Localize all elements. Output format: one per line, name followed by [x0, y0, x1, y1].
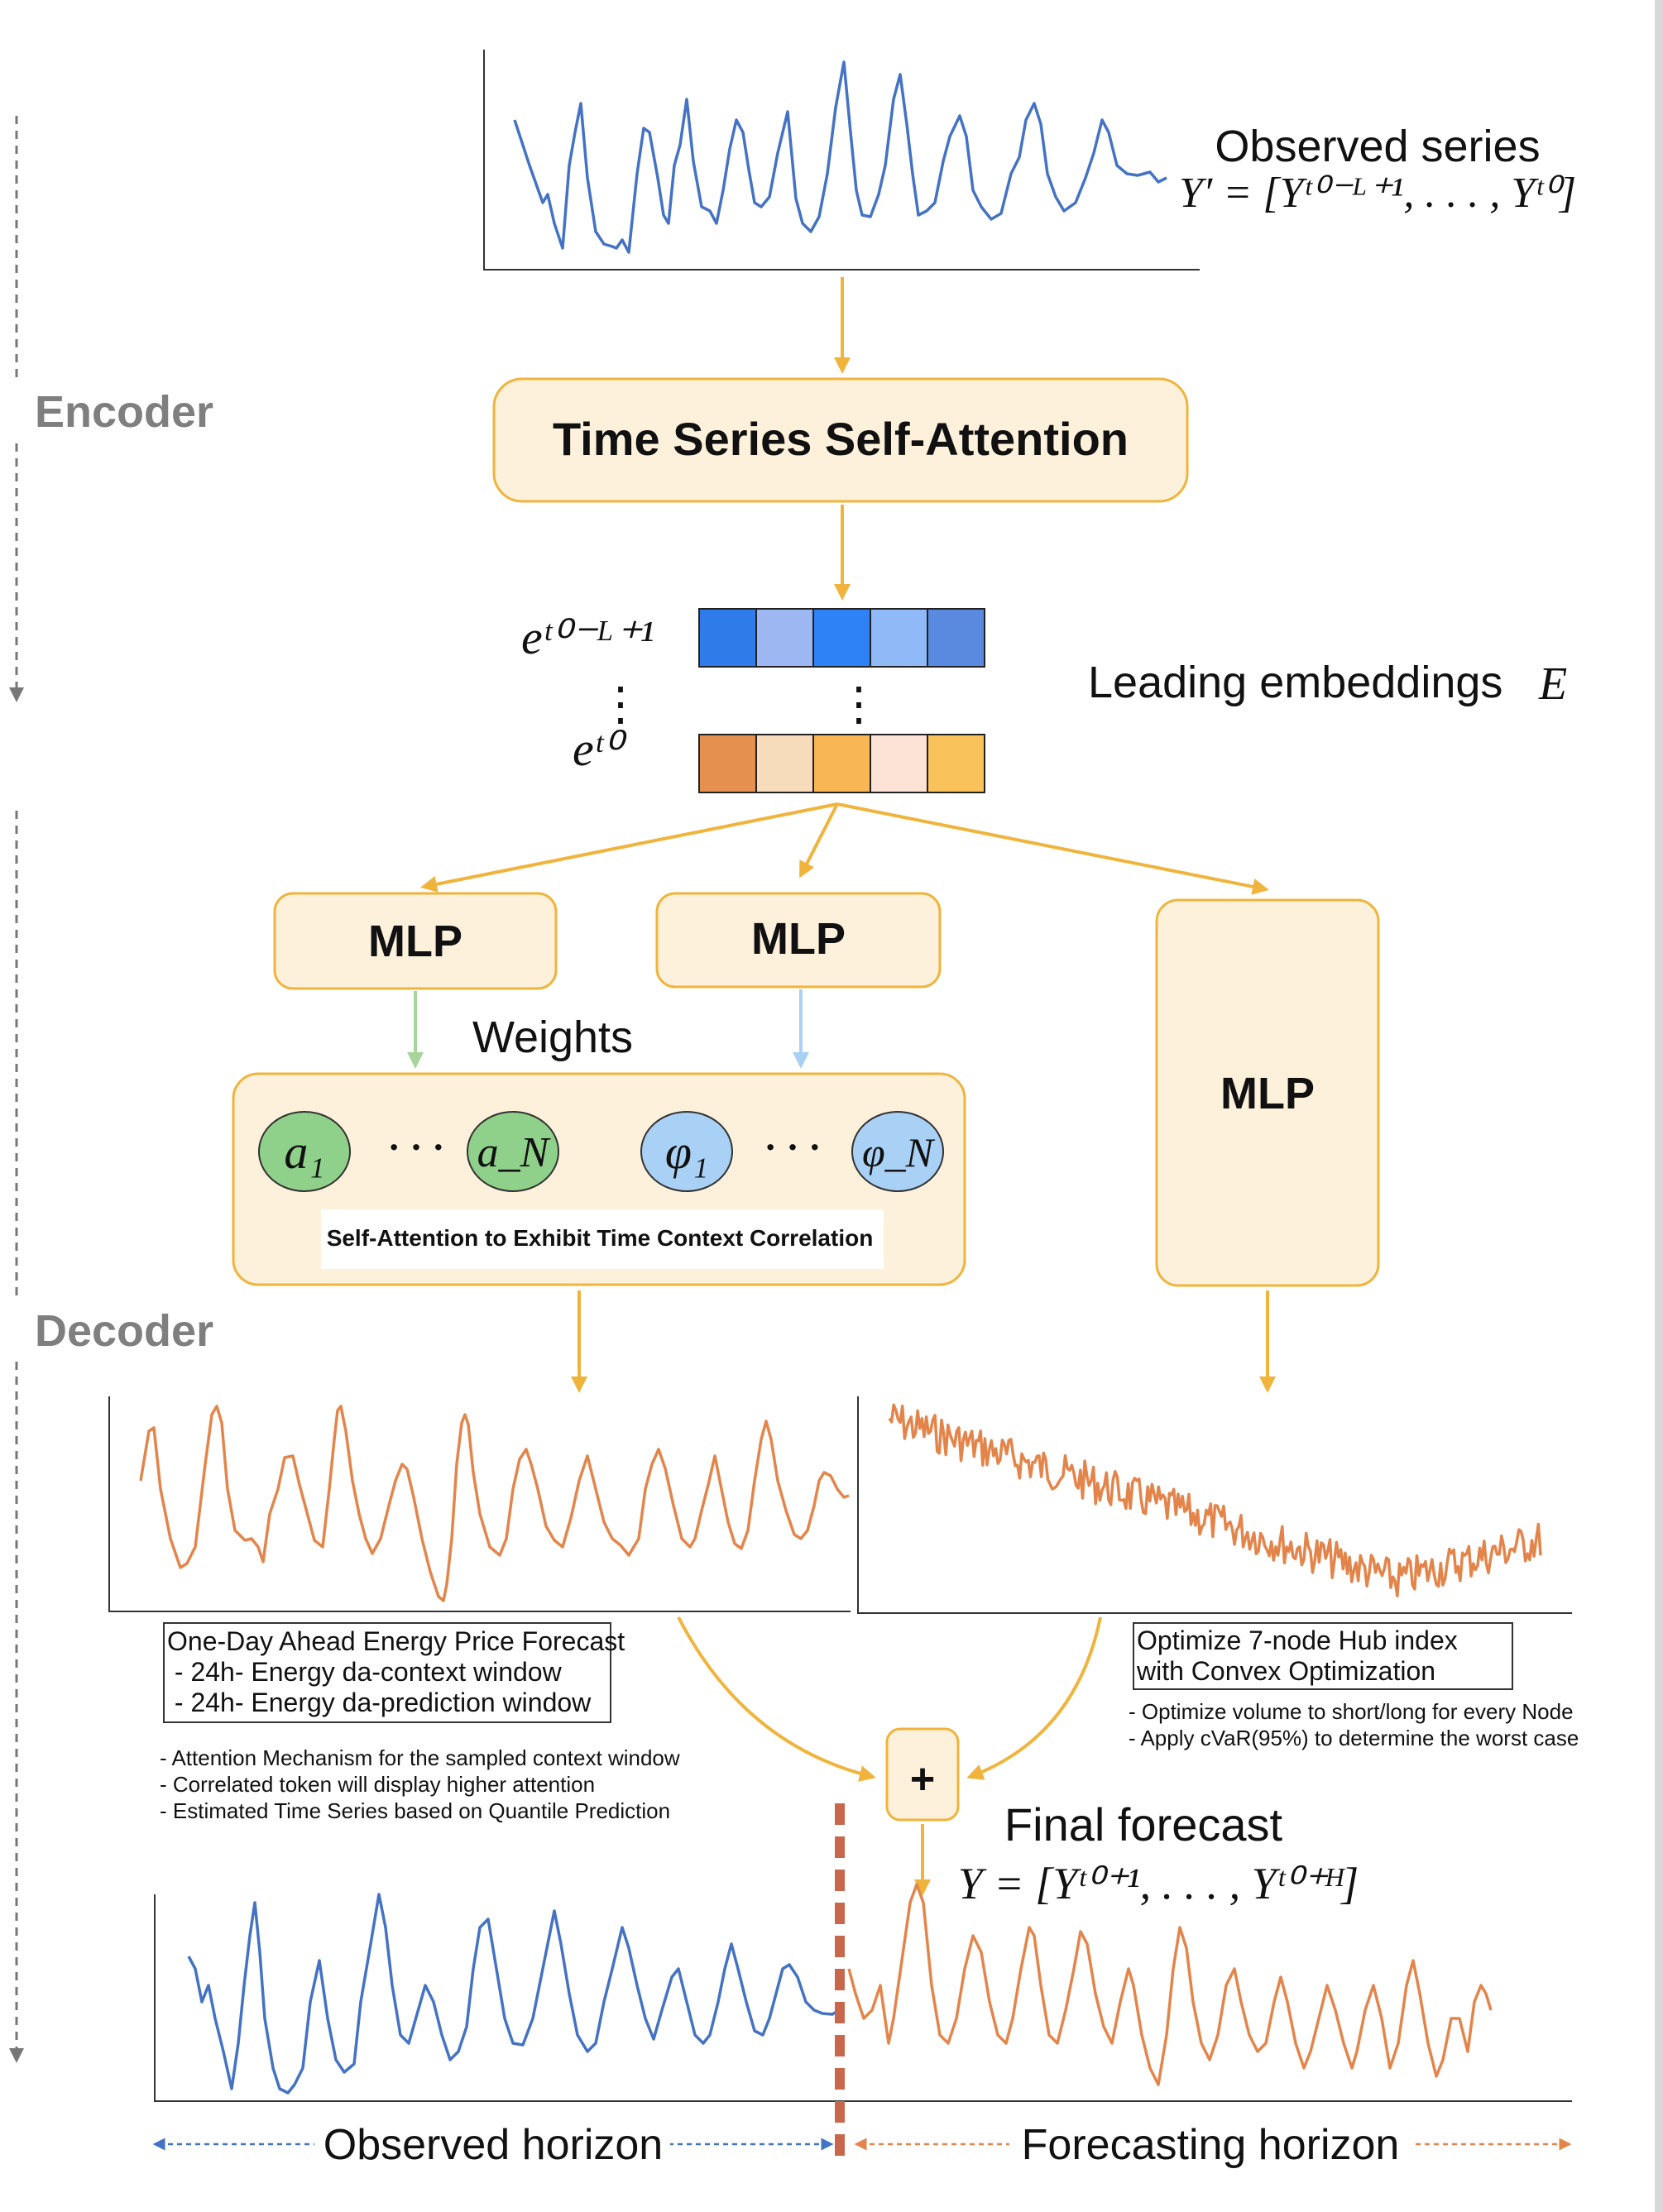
weight-phiN-node — [851, 1111, 944, 1192]
final-forecast-series — [847, 1883, 1493, 2086]
right-note: Optimize 7-node Hub index with Convex Op… — [1129, 1622, 1579, 1750]
embedding-bottom-cell-3 — [812, 734, 871, 793]
right-note-line-1: Optimize 7-node Hub index — [1137, 1625, 1458, 1655]
left-note-line-3: - 24h- Energy da-prediction window — [167, 1688, 592, 1717]
attention-block: a₁ · · · a_N φ₁ · · · φ_N Self-Attention… — [232, 1072, 966, 1286]
right-note-line-2: with Convex Optimization — [1136, 1656, 1435, 1686]
mlp-left-label: MLP — [368, 917, 462, 966]
mlp-left: MLP — [273, 892, 558, 990]
embedding-top-cell-4 — [870, 608, 928, 668]
mlp-middle: MLP — [655, 892, 942, 989]
weights-label: Weights — [472, 1013, 633, 1062]
embedding-bottom-cell-2 — [755, 734, 814, 793]
right-bullet-2: - Apply cVaR(95%) to determine the worst… — [1129, 1726, 1579, 1750]
embedding-top-cell-1 — [698, 608, 757, 668]
embedding-top-cell-5 — [927, 608, 985, 668]
left-bullet-3: - Estimated Time Series based on Quantil… — [160, 1798, 670, 1823]
embedding-top-vector — [698, 608, 985, 668]
decoder-left-series — [139, 1405, 850, 1602]
weight-phiN-label: φ_N — [862, 1129, 936, 1175]
observed-series-formula: Y′ = [Yᵗ⁰⁻ᴸ⁺¹, . . . , Yᵗ⁰] — [1179, 170, 1576, 217]
right-edge-bar — [1655, 0, 1663, 2212]
embedding-top-cell-2 — [755, 608, 814, 668]
right-bullet-1: - Optimize volume to short/long for ever… — [1129, 1699, 1574, 1724]
embedding-bottom-cell-4 — [870, 734, 928, 793]
decoder-left-chart — [108, 1396, 851, 1612]
combine-symbol: + — [910, 1755, 935, 1803]
embedding-bottom-cell-1 — [698, 734, 757, 793]
mlp-right: MLP — [1155, 898, 1380, 1287]
self-attention-label: Time Series Self-Attention — [553, 413, 1129, 465]
mlp-middle-label: MLP — [751, 914, 846, 964]
left-note-line-2: - 24h- Energy da-context window — [167, 1657, 563, 1687]
embedding-left-dots: ⋮ — [597, 679, 644, 730]
left-bullet-1: - Attention Mechanism for the sampled co… — [160, 1745, 680, 1770]
leading-embeddings-title: Leading embeddings — [1088, 658, 1502, 707]
final-forecast-formula: Y = [Yᵗ⁰⁺¹, . . . , Yᵗ⁰⁺ᴴ] — [958, 1859, 1359, 1908]
weight-aN-label: a_N — [477, 1129, 552, 1176]
decoder-right-chart — [857, 1396, 1572, 1614]
embedding-bottom-label: eᵗ⁰ — [573, 722, 627, 776]
decoder-right-series — [888, 1403, 1542, 1597]
weight-aN-node — [467, 1111, 559, 1192]
decoder-label: Decoder — [35, 1306, 213, 1356]
left-bullet-2: - Correlated token will display higher a… — [160, 1772, 595, 1797]
forecasting-horizon-label: Forecasting horizon — [1022, 2121, 1400, 2169]
encoder-label: Encoder — [35, 387, 213, 437]
final-forecast-title: Final forecast — [1004, 1798, 1283, 1851]
combine-node: + — [885, 1727, 960, 1822]
embeddings-block: eᵗ⁰⁻ᴸ⁺¹ ⋮ eᵗ⁰ ⋮ Leading embeddings E — [521, 608, 1567, 793]
weight-phi-ellipsis: · · · — [764, 1126, 821, 1168]
weight-a-ellipsis: · · · — [387, 1126, 444, 1168]
mlp-right-label: MLP — [1220, 1069, 1315, 1118]
embedding-bottom-vector — [698, 734, 985, 793]
weight-a1-node — [258, 1111, 351, 1192]
weight-a1-label: a₁ — [284, 1125, 324, 1179]
self-attention-block: Time Series Self-Attention — [492, 377, 1189, 503]
observed-horizon-label: Observed horizon — [323, 2121, 663, 2169]
left-note: One-Day Ahead Energy Price Forecast - 24… — [160, 1622, 680, 1823]
embedding-top-cell-3 — [812, 608, 871, 668]
observed-series-title: Observed series — [1215, 122, 1540, 171]
left-note-line-1: One-Day Ahead Energy Price Forecast — [167, 1626, 625, 1656]
embedding-top-label: eᵗ⁰⁻ᴸ⁺¹ — [521, 610, 654, 664]
observed-series-chart — [483, 50, 1200, 271]
final-observed-series — [187, 1893, 840, 2095]
embedding-bottom-cell-5 — [927, 734, 985, 793]
weight-phi1-node — [640, 1111, 733, 1192]
observed-series-line — [513, 60, 1167, 254]
leading-embeddings-symbol: E — [1538, 658, 1567, 710]
attention-caption: Self-Attention to Exhibit Time Context C… — [327, 1225, 874, 1251]
embedding-mid-dots: ⋮ — [836, 679, 882, 730]
weight-phi1-label: φ₁ — [665, 1125, 708, 1179]
final-forecast-chart — [154, 1883, 1572, 2102]
